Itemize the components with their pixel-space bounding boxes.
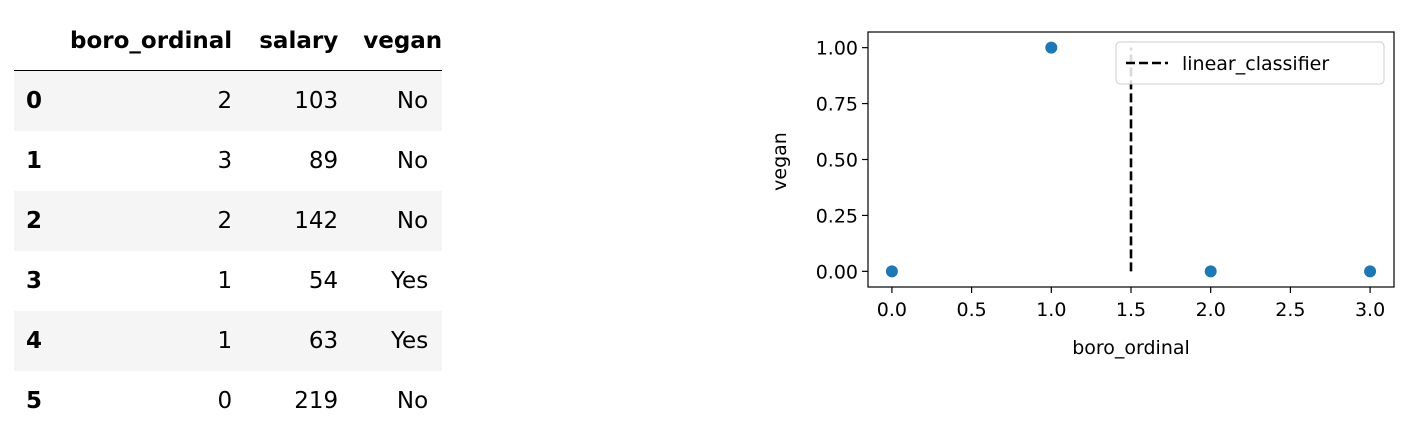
table-row: 2 2 142 No [14,191,443,251]
cell-boro-ordinal: 0 [217,388,233,414]
cell-boro-ordinal: 1 [217,328,233,354]
row-index: 3 [26,268,43,294]
cell-salary: 89 [308,148,339,174]
table-header-row: boro_ordinal salary vegan [14,10,443,71]
row-index: 4 [26,328,43,354]
y-tick-label: 0.25 [816,205,858,227]
data-point [885,265,898,278]
x-tick-label: 1.5 [1116,299,1146,321]
y-tick-label: 0.00 [816,261,858,283]
row-index: 1 [26,148,43,174]
cell-vegan: Yes [391,268,429,294]
table-row: 1 3 89 No [14,131,442,191]
row-index: 5 [26,388,43,414]
x-tick-label: 1.0 [1036,299,1066,321]
y-tick-label: 1.00 [816,38,858,60]
cell-salary: 219 [294,388,339,414]
x-tick-label: 0.0 [877,299,907,321]
y-axis-label: vegan [769,132,791,191]
cell-vegan: No [396,208,429,234]
x-tick-label: 2.5 [1275,299,1305,321]
cell-vegan: No [396,88,429,114]
cell-boro-ordinal: 2 [217,208,233,234]
column-header-boro-ordinal: boro_ordinal [70,10,233,71]
cell-salary: 54 [308,268,339,294]
table-row: 4 1 63 Yes [14,311,443,371]
x-tick-label: 3.0 [1355,299,1385,321]
cell-boro-ordinal: 3 [217,148,233,174]
data-point [1045,41,1058,54]
x-axis-label: boro_ordinal [1072,337,1190,359]
table-row: 0 2 103 No [14,70,443,131]
legend-label: linear_classifier [1182,53,1329,75]
cell-boro-ordinal: 1 [217,268,233,294]
column-header-vegan: vegan [338,10,443,71]
index-header [14,10,70,71]
cell-vegan: Yes [391,328,429,354]
table-row: 3 1 54 Yes [14,251,442,311]
x-tick-label: 2.0 [1196,299,1226,321]
y-tick-label: 0.50 [816,150,858,172]
cell-salary: 142 [294,208,339,234]
data-point [1364,265,1377,278]
y-tick-label: 0.75 [816,94,858,116]
row-index: 2 [26,208,43,234]
cell-salary: 63 [308,328,339,354]
row-index: 0 [26,88,43,114]
cell-vegan: No [396,148,429,174]
dataframe-table: boro_ordinal salary vegan 0 2 103 No 1 3… [14,10,443,431]
table-row: 5 0 219 No [14,371,442,431]
column-header-salary: salary [232,10,339,71]
x-tick-label: 0.5 [956,299,986,321]
legend-box [1115,41,1385,85]
cell-salary: 103 [294,88,339,114]
cell-boro-ordinal: 2 [217,88,233,114]
data-point [1204,265,1217,278]
cell-vegan: No [396,388,429,414]
